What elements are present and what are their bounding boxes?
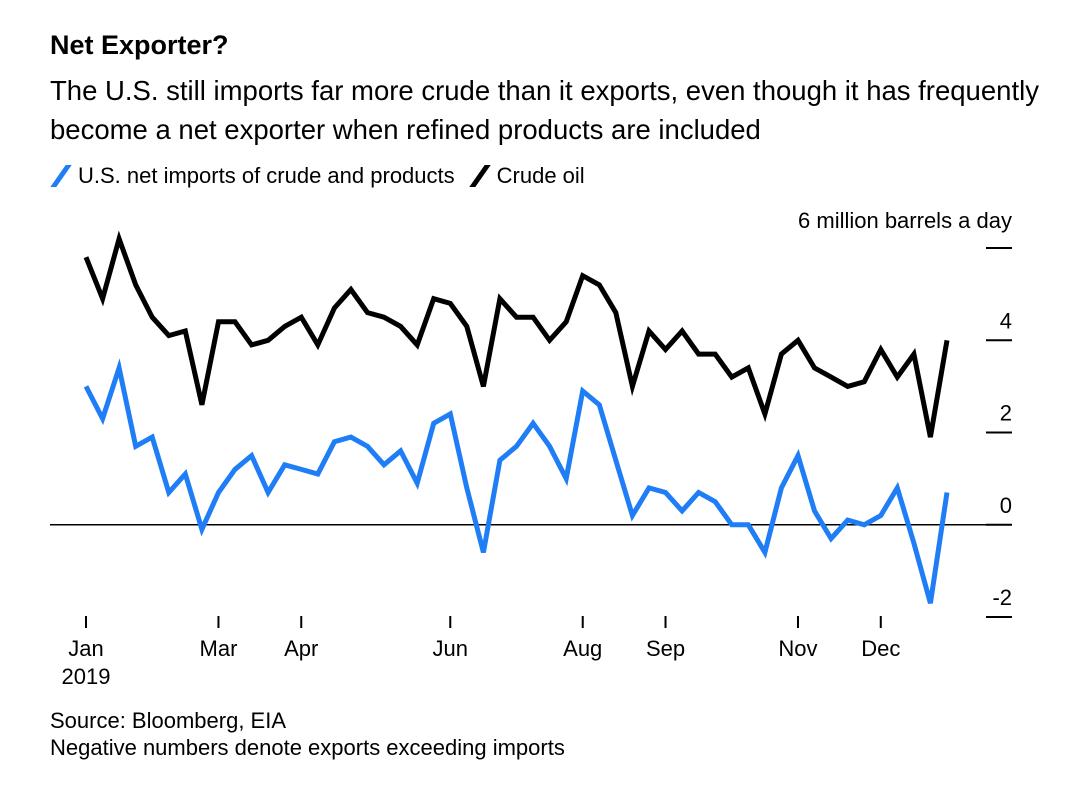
x-tick-label: Aug	[563, 636, 602, 661]
legend-label-crude-oil: Crude oil	[496, 163, 585, 188]
series-line-crude-oil	[83, 230, 950, 438]
y-tick-label: -2	[992, 585, 1012, 610]
y-tick-label: 2	[1000, 401, 1012, 426]
x-tick-label: Dec	[861, 636, 900, 661]
legend-item-net-imports: U.S. net imports of crude and products	[50, 163, 455, 189]
x-tick-label: Sep	[646, 636, 685, 661]
legend: U.S. net imports of crude and products C…	[50, 160, 599, 192]
x-tick-label: Jan	[68, 636, 103, 661]
x-tick-label: Mar	[200, 636, 238, 661]
x-tick-label: Jun	[433, 636, 468, 661]
y-tick-label: 0	[1000, 493, 1012, 518]
legend-label-net-imports: U.S. net imports of crude and products	[78, 163, 455, 188]
source-note: Source: Bloomberg, EIA	[50, 708, 287, 733]
series-line-net-imports	[83, 358, 950, 604]
footnote: Negative numbers denote exports exceedin…	[50, 735, 565, 760]
chart-subtitle: The U.S. still imports far more crude th…	[50, 75, 1039, 145]
y-tick-label: 4	[1000, 308, 1012, 333]
y-axis-label: 6 million barrels a day	[798, 208, 1012, 233]
line-chart: 4 2 0 -2 6 million barrels a day Jan 2019 Mar Ap…	[50, 208, 1012, 689]
x-tick-label: Nov	[778, 636, 817, 661]
x-tick-sublabel: 2019	[62, 664, 111, 689]
chart-title: Net Exporter?	[50, 30, 229, 60]
legend-item-crude-oil: Crude oil	[468, 163, 585, 189]
x-tick-label: Apr	[284, 636, 318, 661]
